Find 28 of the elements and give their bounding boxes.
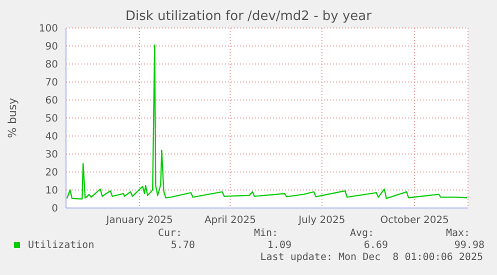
y-tick-label: 80 (45, 60, 58, 71)
text: Max: (446, 228, 470, 239)
x-tick-label: October 2025 (380, 215, 449, 226)
y-tick-label: 60 (45, 96, 58, 107)
legend-label: Utilization (27, 240, 94, 251)
chart-title: Disk utilization for /dev/md2 - by year (124, 9, 372, 24)
text: 5.70 (170, 240, 195, 251)
y-tick-label: 50 (45, 114, 58, 125)
y-tick-label: 0 (52, 204, 58, 215)
text: Last update: Mon Dec 8 01:00:06 2025 (260, 252, 483, 263)
text: 1.09 (267, 240, 292, 251)
y-axis-title: % busy (6, 98, 19, 138)
text: Cur: (158, 228, 182, 239)
y-tick-label: 10 (45, 186, 58, 197)
x-tick-label: January 2025 (105, 215, 173, 226)
text: 99.98 (454, 240, 484, 251)
text: 6.69 (364, 240, 388, 251)
y-tick-label: 70 (45, 78, 58, 89)
text: Avg: (350, 228, 374, 239)
text: Min: (254, 228, 278, 239)
y-tick-label: 40 (45, 132, 58, 143)
y-tick-label: 90 (45, 42, 58, 53)
y-tick-label: 100 (38, 24, 58, 35)
y-tick-label: 20 (45, 168, 58, 179)
x-tick-label: July 2025 (298, 215, 346, 226)
line-series (66, 44, 468, 200)
x-tick-label: April 2025 (204, 215, 256, 226)
y-tick-label: 30 (45, 150, 58, 161)
